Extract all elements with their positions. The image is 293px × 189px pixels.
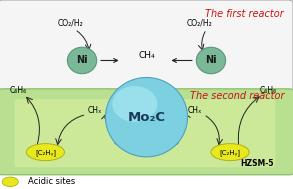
FancyBboxPatch shape xyxy=(0,0,293,105)
Text: CH₄: CH₄ xyxy=(138,51,155,60)
Ellipse shape xyxy=(67,47,97,74)
Text: HZSM-5: HZSM-5 xyxy=(241,159,274,168)
Text: CO₂/H₂: CO₂/H₂ xyxy=(186,18,212,27)
Ellipse shape xyxy=(112,86,157,122)
Text: Mo₂C: Mo₂C xyxy=(127,111,166,124)
Text: C₆H₆: C₆H₆ xyxy=(10,86,27,95)
Ellipse shape xyxy=(105,77,188,157)
Text: The second reactor: The second reactor xyxy=(190,91,284,101)
Text: CO₂/H₂: CO₂/H₂ xyxy=(57,18,83,27)
Ellipse shape xyxy=(114,137,179,148)
Text: CHₓ: CHₓ xyxy=(188,106,202,115)
Text: The first reactor: The first reactor xyxy=(205,9,284,19)
Text: CHₓ: CHₓ xyxy=(88,106,103,115)
Text: [C₂Hᵧ]: [C₂Hᵧ] xyxy=(35,149,56,156)
Ellipse shape xyxy=(196,47,226,74)
FancyBboxPatch shape xyxy=(0,89,293,175)
Ellipse shape xyxy=(2,177,18,187)
Text: C₆H₆: C₆H₆ xyxy=(260,86,277,95)
Ellipse shape xyxy=(26,144,64,161)
Ellipse shape xyxy=(211,144,249,161)
Text: [C₂Hᵧ]: [C₂Hᵧ] xyxy=(219,149,241,156)
Text: Ni: Ni xyxy=(205,56,217,65)
FancyBboxPatch shape xyxy=(15,99,275,167)
Text: Acidic sites: Acidic sites xyxy=(28,177,75,186)
Text: Ni: Ni xyxy=(76,56,88,65)
